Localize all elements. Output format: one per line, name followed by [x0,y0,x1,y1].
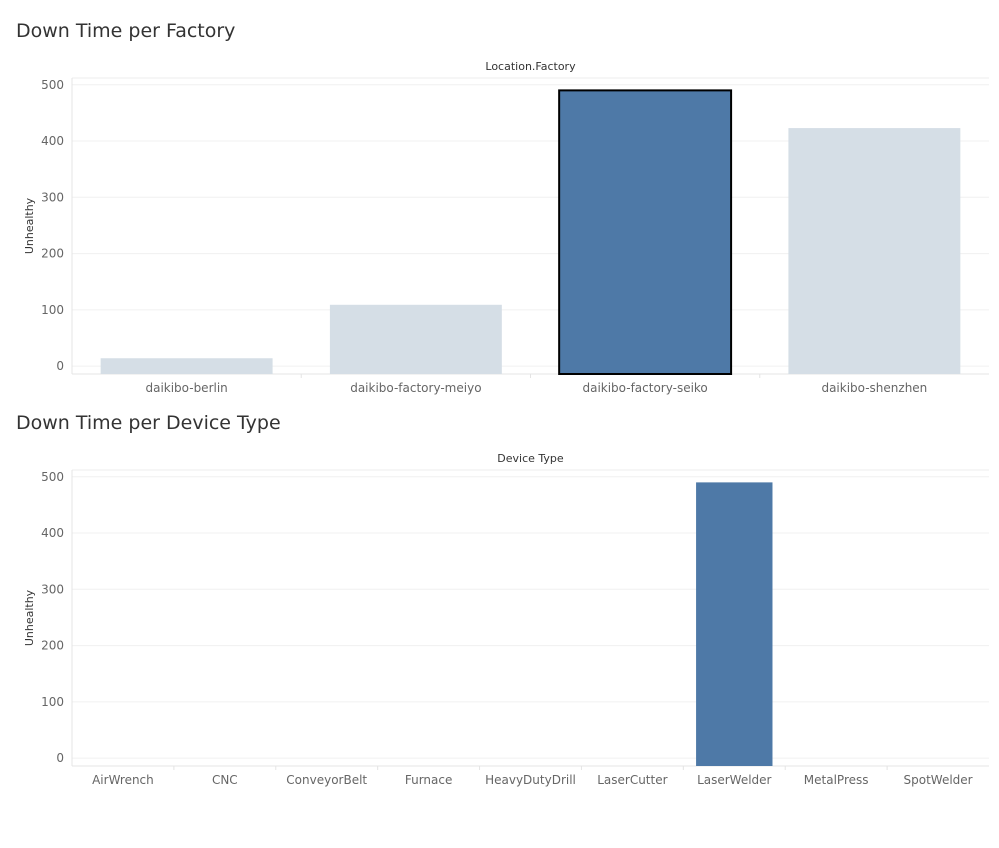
device-y-tick-label: 200 [41,639,64,653]
factory-column-header: Location.Factory [485,60,576,73]
device-y-axis-label: Unhealthy [23,589,36,646]
factory-x-tick-label: daikibo-berlin [145,381,227,395]
device-y-tick-label: 400 [41,526,64,540]
device-y-tick-label: 0 [56,751,64,765]
device-y-tick-label: 300 [41,582,64,596]
device-bar-laserwelder [696,482,773,766]
factory-y-tick-label: 500 [41,78,64,92]
device-x-tick-label: LaserCutter [597,773,667,787]
factory-y-tick-label: 400 [41,134,64,148]
device-x-tick-label: LaserWelder [697,773,771,787]
factory-chart-svg: Location.Factory 0 100 200 300 400 500 Unhealth… [23,60,989,395]
device-x-tick-label: AirWrench [92,773,154,787]
factory-bar-daikibo-shenzhen [788,128,961,374]
device-chart-svg: Device Type 0 100 200 300 400 500 Unhealthy AirW… [23,452,989,787]
device-x-tick-label: CNC [212,773,238,787]
factory-y-axis-label: Unhealthy [23,197,36,254]
factory-x-tick-label: daikibo-shenzhen [821,381,927,395]
device-x-tick-label: HeavyDutyDrill [485,773,576,787]
device-x-tick-label: Furnace [405,773,453,787]
factory-y-tick-label: 200 [41,247,64,261]
factory-x-tick-label: daikibo-factory-meiyo [350,381,481,395]
factory-chart-title: Down Time per Factory [16,20,236,42]
factory-y-tick-label: 100 [41,303,64,317]
device-chart-title: Down Time per Device Type [16,412,281,434]
factory-x-tick-label: daikibo-factory-seiko [582,381,707,395]
device-x-tick-label: MetalPress [804,773,869,787]
factory-y-tick-label: 300 [41,190,64,204]
device-chart: Device Type 0 100 200 300 400 500 Unhealthy AirW… [0,444,999,844]
factory-y-tick-label: 0 [56,359,64,373]
factory-bar-daikibo-factory-meiyo [329,304,502,374]
device-x-tick-label: ConveyorBelt [286,773,367,787]
device-y-tick-label: 500 [41,470,64,484]
factory-chart: Location.Factory 0 100 200 300 400 500 Unhealth… [0,52,999,452]
factory-bar-daikibo-berlin [100,358,273,374]
device-column-header: Device Type [497,452,564,465]
device-y-tick-label: 100 [41,695,64,709]
device-x-tick-label: SpotWelder [904,773,973,787]
factory-bar-daikibo-factory-seiko [558,89,733,376]
